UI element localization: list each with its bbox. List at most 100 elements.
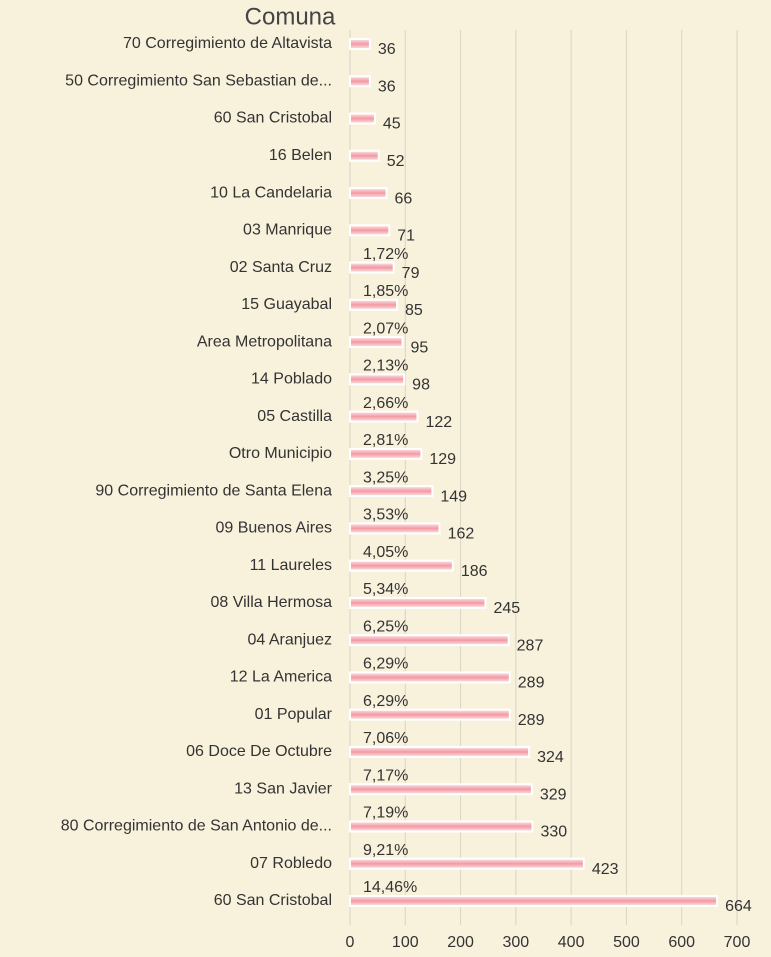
percent-label: 2,13% xyxy=(363,358,408,375)
percent-label: 5,34% xyxy=(363,581,408,598)
y-tick-label: 11 Laureles xyxy=(250,557,332,574)
value-label: 245 xyxy=(493,600,520,617)
chart-title: Comuna xyxy=(245,3,336,30)
percent-label: 7,17% xyxy=(363,767,408,784)
value-label: 36 xyxy=(378,78,396,95)
y-tick-label: 50 Corregimiento San Sebastian de... xyxy=(65,72,332,89)
percent-label: 14,46% xyxy=(363,879,417,896)
y-tick-label: 03 Manrique xyxy=(243,222,332,239)
value-label: 186 xyxy=(461,563,488,580)
y-tick-label: 13 San Javier xyxy=(234,780,333,797)
percent-label: 4,05% xyxy=(363,544,408,561)
value-label: 79 xyxy=(402,265,420,282)
y-tick-label: 01 Popular xyxy=(255,706,333,723)
bar xyxy=(349,224,391,237)
bar xyxy=(349,559,454,572)
value-label: 129 xyxy=(429,451,456,468)
y-tick-label: 90 Corregimiento de Santa Elena xyxy=(95,482,332,499)
bar xyxy=(349,38,371,50)
value-label: 95 xyxy=(411,339,429,356)
value-label: 423 xyxy=(592,861,619,878)
value-label: 45 xyxy=(383,116,401,133)
x-tick-label: 300 xyxy=(503,934,530,951)
bar xyxy=(349,745,531,758)
y-tick-label: 14 Poblado xyxy=(251,371,332,388)
y-tick-label: 70 Corregimiento de Altavista xyxy=(123,35,332,52)
y-tick-label: 04 Aranjuez xyxy=(247,631,332,648)
y-tick-label: 16 Belen xyxy=(269,147,332,164)
x-tick-label: 400 xyxy=(558,934,585,951)
y-tick-label: Area Metropolitana xyxy=(197,333,332,350)
percent-label: 3,25% xyxy=(363,469,408,486)
y-tick-label: 09 Buenos Aires xyxy=(215,520,332,537)
y-tick-label: 60 San Cristobal xyxy=(214,892,332,909)
value-label: 324 xyxy=(537,749,564,766)
value-label: 36 xyxy=(378,41,396,58)
bar xyxy=(349,634,510,647)
bar xyxy=(349,522,441,535)
value-label: 162 xyxy=(448,526,475,543)
bar xyxy=(349,894,719,907)
x-tick-label: 100 xyxy=(392,934,419,951)
y-tick-label: 15 Guayabal xyxy=(241,296,332,313)
percent-label: 2,66% xyxy=(363,395,408,412)
percent-label: 6,29% xyxy=(363,656,408,673)
bar xyxy=(349,298,398,311)
bar xyxy=(349,261,395,274)
percent-label: 7,06% xyxy=(363,730,408,747)
bar xyxy=(349,596,487,609)
percent-label: 1,85% xyxy=(363,283,408,300)
x-tick-label: 700 xyxy=(724,934,751,951)
y-tick-label: 80 Corregimiento de San Antonio de... xyxy=(61,818,332,835)
x-tick-label: 0 xyxy=(346,934,355,951)
bar xyxy=(349,447,423,460)
percent-label: 2,81% xyxy=(363,432,408,449)
y-tick-label: 06 Doce De Octubre xyxy=(186,743,332,760)
bar xyxy=(349,820,534,833)
y-tick-label: 60 San Cristobal xyxy=(214,110,332,127)
bar xyxy=(349,149,380,162)
value-label: 289 xyxy=(518,712,545,729)
y-tick-label: 12 La America xyxy=(230,669,332,686)
value-label: 66 xyxy=(394,190,412,207)
bar xyxy=(349,410,419,423)
value-label: 98 xyxy=(412,377,430,394)
value-label: 71 xyxy=(397,228,415,245)
value-label: 664 xyxy=(725,898,752,915)
bar xyxy=(349,708,511,721)
y-tick-label: 02 Santa Cruz xyxy=(230,259,332,276)
x-tick-label: 200 xyxy=(447,934,474,951)
percent-label: 1,72% xyxy=(363,246,408,263)
value-label: 149 xyxy=(440,488,467,505)
bar xyxy=(349,187,388,200)
y-tick-label: 10 La Candelaria xyxy=(210,184,332,201)
bar xyxy=(349,783,533,796)
value-label: 52 xyxy=(387,153,405,170)
bar xyxy=(349,485,434,498)
percent-label: 2,07% xyxy=(363,320,408,337)
x-tick-label: 600 xyxy=(668,934,695,951)
bar xyxy=(349,373,406,386)
percent-label: 9,21% xyxy=(363,842,408,859)
value-label: 329 xyxy=(540,786,567,803)
bar xyxy=(349,75,371,88)
y-tick-label: Otro Municipio xyxy=(229,445,332,462)
y-tick-label: 07 Robledo xyxy=(250,855,332,872)
bar xyxy=(349,857,585,870)
value-label: 330 xyxy=(540,824,567,841)
bar xyxy=(349,671,511,684)
value-label: 122 xyxy=(425,414,452,431)
value-label: 289 xyxy=(518,675,545,692)
percent-label: 7,19% xyxy=(363,805,408,822)
x-tick-label: 500 xyxy=(613,934,640,951)
y-tick-label: 08 Villa Hermosa xyxy=(210,594,332,611)
percent-label: 6,29% xyxy=(363,693,408,710)
value-label: 85 xyxy=(405,302,423,319)
percent-label: 3,53% xyxy=(363,507,408,524)
bar xyxy=(349,336,404,349)
bar xyxy=(349,112,376,125)
value-label: 287 xyxy=(517,637,544,654)
y-tick-label: 05 Castilla xyxy=(257,408,332,425)
percent-label: 6,25% xyxy=(363,618,408,635)
